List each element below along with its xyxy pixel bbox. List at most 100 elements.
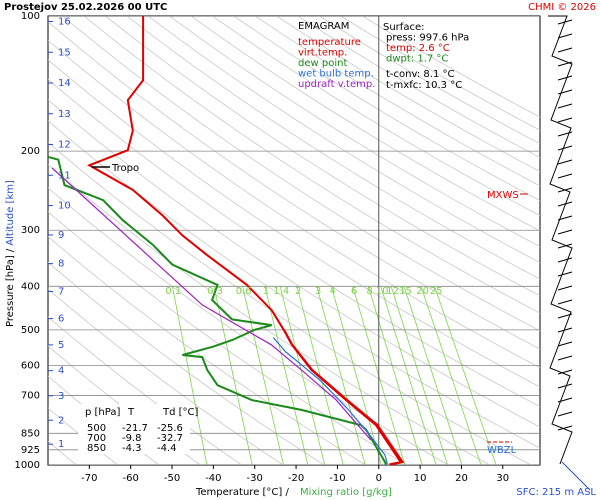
mixing-ratio-label: 1.4 <box>273 286 289 297</box>
wind-barb <box>557 33 573 39</box>
legend-entry: virt.temp. <box>298 48 347 59</box>
x-tick-label: -40 <box>205 473 221 484</box>
y-tick-label: 200 <box>21 146 40 157</box>
x-tick-label: 30 <box>496 473 509 484</box>
y-tick-label: 850 <box>21 428 40 439</box>
surface-press: press: 997.6 hPa <box>386 33 469 44</box>
x-axis-label: Temperature [°C] / <box>195 487 289 498</box>
mixing-ratio-line <box>331 286 382 465</box>
mixing-ratio-line <box>390 286 448 465</box>
table-cell: -32.7 <box>157 433 183 444</box>
altitude-label: 11 <box>58 170 71 181</box>
surface-dwpt: dwpt: 1.7 °C <box>386 54 448 65</box>
mixing-ratio-label: 4 <box>330 286 336 297</box>
wind-barb <box>557 103 573 109</box>
mixing-ratio-label: 25 <box>430 286 443 297</box>
mixing-ratio-line <box>420 286 482 465</box>
dry-adiabat <box>126 16 540 280</box>
wind-barb <box>557 47 573 53</box>
mixing-ratio-line <box>367 286 423 465</box>
altitude-label: 12 <box>58 140 71 151</box>
dry-adiabat <box>190 16 540 232</box>
wind-barb <box>557 243 573 249</box>
y-tick-label: 1000 <box>15 460 40 471</box>
mixing-ratio-label: 8 <box>367 286 373 297</box>
sfc-label: SFC: 215 m ASL <box>516 487 596 498</box>
dry-adiabat <box>169 16 540 248</box>
y-axis-label-part: Pressure [hPa] / <box>5 248 16 327</box>
mixing-ratio-line <box>434 286 497 465</box>
wind-barb <box>557 313 573 319</box>
altitude-label: 7 <box>58 286 64 297</box>
x-tick-label: 20 <box>455 473 468 484</box>
mixing-ratio-line <box>380 286 437 465</box>
dry-adiabat <box>48 78 540 408</box>
altitude-label: 3 <box>58 391 64 402</box>
table-cell: -25.6 <box>157 423 183 434</box>
wind-sfc <box>561 461 591 491</box>
background-lines <box>48 16 540 465</box>
wind-barb <box>557 201 573 207</box>
y-tick-label: 400 <box>21 281 40 292</box>
table-cell: -4.4 <box>157 443 177 454</box>
wind-profile <box>548 15 573 465</box>
wind-barb <box>557 257 573 263</box>
tropo-label: Tropo <box>111 163 139 174</box>
wind-barb <box>557 131 573 137</box>
mixing-ratio-label: 0.1 <box>165 286 181 297</box>
mixing-ratio-label: 10 <box>376 286 389 297</box>
surface-title: Surface: <box>383 22 424 33</box>
mixing-ratio-label: 0.3 <box>207 286 223 297</box>
wind-barb <box>557 229 573 235</box>
altitude-label: 10 <box>58 201 71 212</box>
wind-barb <box>557 75 573 81</box>
altitude-label: 8 <box>58 259 64 270</box>
profiles <box>48 16 405 465</box>
wind-barb <box>557 425 573 431</box>
table-cell: 500 <box>87 423 106 434</box>
table-cell: -4.3 <box>122 443 142 454</box>
wind-barb <box>557 187 573 193</box>
y-axis-label: Pressure [hPa] / Altitude [km] <box>5 180 16 327</box>
wind-barb <box>557 61 573 67</box>
altitude-label: 2 <box>58 415 64 426</box>
profile-line <box>48 155 387 465</box>
table-bg <box>78 404 190 454</box>
dry-adiabat <box>48 21 540 350</box>
table-cell: -21.7 <box>122 423 148 434</box>
x-tick-label: -20 <box>288 473 304 484</box>
legend-entry: wet bulb temp. <box>298 69 374 80</box>
wind-barb <box>557 299 573 305</box>
plot-area <box>47 15 541 466</box>
wind-barb <box>557 285 573 291</box>
credit: CHMI © 2026 <box>528 2 596 13</box>
dry-adiabat <box>147 16 540 264</box>
wind-barb <box>557 117 573 123</box>
wind-barb <box>557 383 573 389</box>
legend-entry: updraft v.temp. <box>298 79 375 90</box>
x-tick-label: -70 <box>81 473 97 484</box>
y-tick-label: 600 <box>21 360 40 371</box>
x-tick-label: -60 <box>123 473 139 484</box>
wind-barb <box>557 145 573 151</box>
y-tick-label: 925 <box>21 445 40 456</box>
mixing-ratio-label: 0.6 <box>236 286 252 297</box>
mixing-ratio-line <box>242 286 284 465</box>
dry-adiabat <box>48 39 540 369</box>
y-tick-label: 100 <box>21 11 40 22</box>
dry-adiabat <box>105 16 540 297</box>
mixing-ratio-line <box>403 286 463 465</box>
chart-title: Prostejov 25.02.2026 00 UTC <box>4 2 167 13</box>
wind-barb <box>557 341 573 347</box>
table-header: T <box>127 407 135 418</box>
mixing-ratio-line <box>264 286 309 465</box>
dry-adiabat <box>212 16 540 217</box>
mixing-ratio-label: 20 <box>416 286 429 297</box>
dry-adiabat <box>62 16 540 332</box>
wind-barb <box>557 215 573 221</box>
y-axis-label-part: Altitude [km] <box>5 180 16 246</box>
surface-temp: temp: 2.6 °C <box>386 43 450 54</box>
legend-entry: temperature <box>298 37 361 48</box>
